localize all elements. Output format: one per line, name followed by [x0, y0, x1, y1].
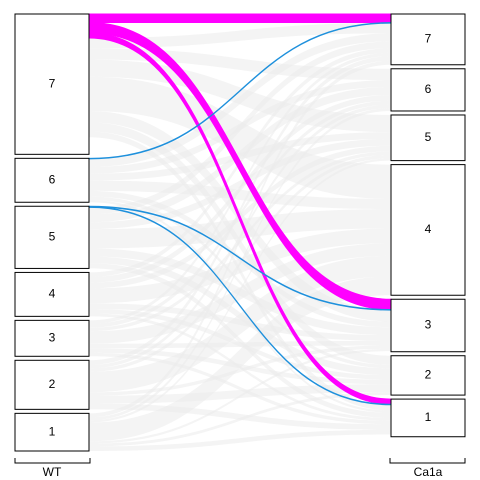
flow-2-to-3-grey-45	[89, 345, 391, 396]
flow-7-to-7-magenta-0	[88, 13, 392, 24]
flow-3-to-5-grey-36	[89, 151, 391, 332]
flow-7-to-5-grey-8	[89, 59, 391, 133]
left-stratum-label-7: 7	[49, 76, 56, 90]
flow-1-to-1-grey-54	[89, 429, 391, 451]
left-stratum-box-2	[14, 359, 90, 410]
flow-3-to-1-grey-40	[89, 352, 391, 425]
flow-3-to-6-grey-35	[89, 100, 391, 328]
flow-2-to-6-grey-42	[89, 104, 391, 369]
flow-6-to-7-grey-13	[89, 33, 391, 167]
flow-6-to-4-grey-16	[89, 180, 391, 210]
highlighted-flows	[88, 13, 392, 406]
right-stratum-box-1	[390, 398, 466, 438]
left-stratum-label-4: 4	[49, 287, 56, 301]
left-stratum-label-2: 2	[49, 377, 56, 391]
flow-1-to-7-grey-48	[89, 60, 391, 418]
right-stratum-label-2: 2	[425, 368, 432, 382]
right-stratum-label-1: 1	[425, 410, 432, 424]
right-stratum-label-3: 3	[425, 318, 432, 332]
strata-boxes: 7 6 5 4 3 2 1 7 6 5 4 3 2 1	[14, 13, 466, 452]
right-stratum-label-5: 5	[425, 130, 432, 144]
left-stratum-box-5	[14, 205, 90, 269]
flow-3-to-7-grey-34	[89, 52, 391, 324]
flow-7-to-4-grey-9	[89, 76, 391, 199]
right-stratum-box-6	[390, 68, 466, 112]
right-stratum-label-6: 6	[425, 82, 432, 96]
left-stratum-box-4	[14, 271, 90, 317]
flow-4-to-4-grey-30	[89, 228, 391, 304]
left-stratum-box-6	[14, 157, 90, 203]
left-axis-bracket	[14, 458, 91, 464]
flow-1-to-6-grey-49	[89, 108, 391, 421]
flow-5-to-7-grey-20	[89, 41, 391, 215]
left-stratum-label-6: 6	[49, 172, 56, 186]
right-stratum-box-5	[390, 114, 466, 162]
flow-3-to-4-grey-37	[89, 243, 391, 344]
flow-1-to-4-grey-51	[89, 276, 391, 442]
flow-7-to-2-grey-11	[89, 122, 391, 365]
left-stratum-box-7	[14, 13, 90, 155]
flow-6-to-2-grey-18	[89, 196, 391, 369]
right-axis-bracket	[389, 458, 466, 464]
left-stratum-label-3: 3	[49, 330, 56, 344]
flow-2-to-7-grey-41	[89, 56, 391, 365]
right-stratum-box-3	[390, 298, 466, 353]
flow-5-to-6-grey-21	[89, 87, 391, 223]
right-stratum-label-4: 4	[425, 222, 432, 236]
flow-5-to-1-grey-26	[89, 263, 391, 418]
left-stratum-box-1	[14, 412, 90, 452]
left-stratum-box-3	[14, 319, 90, 357]
flow-5-to-5-grey-22	[89, 138, 391, 230]
flow-5-to-4-grey-23	[89, 209, 391, 249]
flow-2-to-4-grey-44	[89, 255, 391, 393]
flow-1-to-5-grey-50	[89, 158, 391, 423]
left-stratum-label-1: 1	[49, 424, 56, 438]
flow-7-to-7-grey-6	[89, 23, 391, 49]
axes: WT Ca1a	[14, 458, 466, 479]
flow-1-to-2-grey-53	[89, 392, 391, 447]
right-axis-label: Ca1a	[414, 465, 443, 479]
left-stratum-label-5: 5	[49, 230, 56, 244]
right-stratum-box-7	[390, 13, 466, 66]
left-axis-label: WT	[43, 465, 62, 479]
right-stratum-label-7: 7	[425, 32, 432, 46]
flow-2-to-2-grey-46	[89, 384, 391, 404]
flow-1-to-3-grey-52	[89, 348, 391, 444]
right-stratum-box-4	[390, 164, 466, 296]
right-stratum-box-2	[390, 355, 466, 396]
